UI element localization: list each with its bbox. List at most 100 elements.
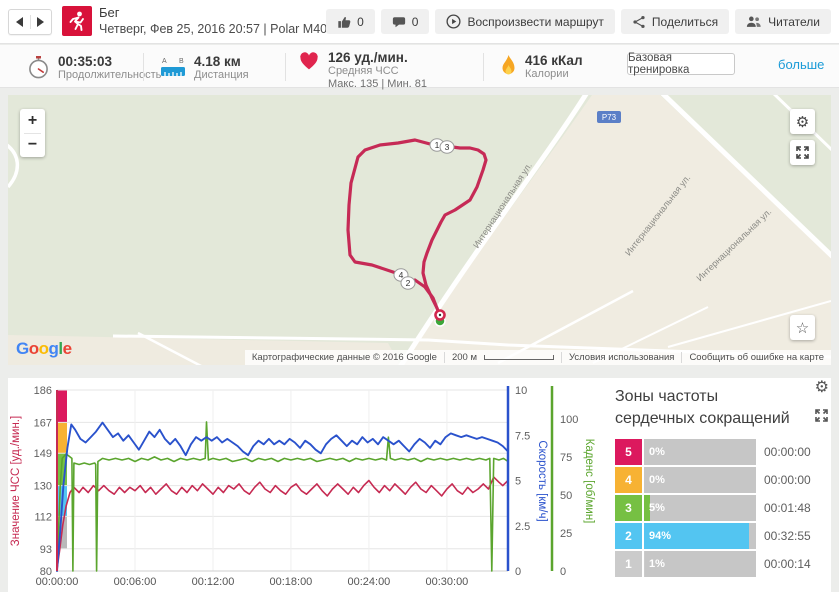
distance-label: Дистанция (194, 69, 249, 81)
svg-text:Каденс [об/мин]: Каденс [об/мин] (583, 439, 595, 524)
next-session-button[interactable] (31, 10, 52, 34)
zone-time: 00:32:55 (764, 529, 811, 544)
svg-text:93: 93 (40, 544, 52, 556)
distance-ruler-icon: A B (161, 58, 185, 76)
zone-percent: 1% (649, 558, 665, 571)
favorite-route-button[interactable]: ☆ (790, 315, 815, 340)
comment-button[interactable]: 0 (380, 9, 430, 34)
route-map[interactable]: Р73 Интернациональная ул. Интернациональн… (8, 95, 831, 365)
zone-row: 2 94% 00:32:55 (615, 523, 831, 550)
stat-distance: A B 4.18 км Дистанция (160, 55, 249, 82)
hr-minmax: Макс. 135 | Мин. 81 (328, 78, 428, 90)
hr-value: 126 уд./мин. (328, 50, 408, 65)
arrow-left-icon (15, 17, 23, 27)
zone-bar: 5% (644, 495, 756, 522)
svg-text:80: 80 (40, 566, 52, 578)
stat-calories: 416 кКал Калории (500, 54, 583, 81)
zone-bar: 94% (644, 523, 756, 550)
runner-icon (69, 11, 84, 31)
svg-text:00:00:00: 00:00:00 (36, 576, 79, 588)
training-chart[interactable]: 186 167 149 130 112 93 80 0 2.5 5 7.5 10 0 25 50 75 100 0… (8, 378, 608, 592)
svg-text:1: 1 (435, 140, 440, 150)
readers-label: Читатели (768, 14, 820, 29)
google-logo-letter: G (16, 339, 29, 358)
summary-bar: 00:35:03 Продолжительность A B 4.18 км Д… (0, 45, 839, 90)
map-fullscreen-button[interactable] (790, 140, 815, 165)
distance-value: 4.18 км (194, 54, 241, 69)
chart-settings-button[interactable]: ⚙ (814, 379, 829, 396)
share-label: Поделиться (651, 14, 719, 29)
map-canvas: Р73 Интернациональная ул. Интернациональн… (8, 95, 831, 365)
svg-text:00:24:00: 00:24:00 (347, 576, 390, 588)
zone-row: 4 0% 00:00:00 (615, 467, 831, 494)
share-button[interactable]: Поделиться (620, 9, 730, 34)
zone-bar: 0% (644, 467, 756, 494)
svg-text:130: 130 (34, 481, 52, 493)
map-zoom-control: + − (20, 109, 45, 157)
svg-text:00:30:00: 00:30:00 (425, 576, 468, 588)
svg-text:00:06:00: 00:06:00 (114, 576, 157, 588)
zone-time: 00:00:00 (764, 445, 811, 460)
zone-bar-fill (644, 551, 646, 578)
svg-text:4: 4 (399, 270, 404, 280)
comment-count: 0 (411, 14, 419, 29)
zoom-in-button[interactable]: + (27, 111, 38, 129)
analysis-panel: 186 167 149 130 112 93 80 0 2.5 5 7.5 10 0 25 50 75 100 0… (8, 378, 831, 592)
google-logo-letter: g (48, 339, 59, 358)
hr-zones-rows: 5 0% 00:00:00 4 0% 00:00:00 3 5% 00:01:48 2 94% 00:… (615, 439, 831, 578)
route-waypoint-marker: 2 (400, 276, 416, 290)
route-start-dot (438, 313, 442, 317)
svg-text:50: 50 (560, 490, 572, 502)
stat-heart-rate: 126 уд./мин. Средняя ЧСС Макс. 135 | Мин… (298, 51, 427, 90)
more-link[interactable]: больше (778, 57, 825, 72)
zone-bar-fill (644, 495, 650, 522)
readers-icon (747, 16, 761, 27)
calories-label: Калории (525, 68, 569, 80)
share-icon (633, 15, 645, 28)
zone-row: 1 1% 00:00:14 (615, 551, 831, 578)
zone-bar-fill (644, 523, 750, 550)
expand-icon (815, 409, 829, 422)
report-error-link[interactable]: Сообщить об ошибке на карте (681, 352, 831, 363)
duration-value: 00:35:03 (58, 54, 113, 69)
session-nav (8, 9, 52, 35)
star-icon: ☆ (795, 319, 810, 337)
zoom-out-button[interactable]: − (27, 136, 38, 154)
svg-text:10: 10 (515, 385, 527, 397)
terms-link[interactable]: Условия использования (560, 352, 681, 363)
chart-fullscreen-button[interactable] (815, 409, 829, 426)
zone-number-badge: 4 (615, 467, 642, 494)
google-logo-letter: o (28, 339, 39, 358)
map-settings-button[interactable]: ⚙ (790, 109, 815, 134)
zone-percent: 0% (649, 474, 665, 487)
svg-text:0: 0 (560, 566, 566, 578)
readers-button[interactable]: Читатели (735, 9, 831, 34)
google-logo-letter: e (62, 339, 72, 358)
svg-text:186: 186 (34, 385, 52, 397)
svg-text:7.5: 7.5 (515, 430, 530, 442)
prev-session-button[interactable] (9, 10, 30, 34)
running-sport-icon (62, 6, 92, 36)
calories-value: 416 кКал (525, 53, 583, 68)
arrow-right-icon (37, 17, 45, 27)
zone-percent: 0% (649, 446, 665, 459)
zone-row: 3 5% 00:01:48 (615, 495, 831, 522)
heart-icon (300, 52, 318, 70)
svg-text:Р73: Р73 (602, 113, 617, 122)
zone-number-badge: 1 (615, 551, 642, 578)
svg-text:0: 0 (515, 566, 521, 578)
header: Бег Четверг, Фев 25, 2016 20:57 | Polar … (0, 0, 839, 44)
stopwatch-icon (29, 56, 48, 79)
google-logo-letter: l (58, 339, 63, 358)
svg-text:2: 2 (406, 278, 411, 288)
route-waypoint-marker: 3 (439, 140, 455, 154)
page-title: Бег (99, 5, 120, 20)
svg-text:25: 25 (560, 528, 572, 540)
session-datetime: Четверг, Фев 25, 2016 20:57 | Polar M400 (99, 22, 335, 36)
like-button[interactable]: 0 (326, 9, 375, 34)
play-route-button[interactable]: Воспроизвести маршрут (435, 9, 615, 34)
svg-text:100: 100 (560, 414, 578, 426)
training-benefit-button[interactable]: Базовая тренировка (627, 52, 735, 76)
zone-bar: 1% (644, 551, 756, 578)
zone-number-badge: 5 (615, 439, 642, 466)
